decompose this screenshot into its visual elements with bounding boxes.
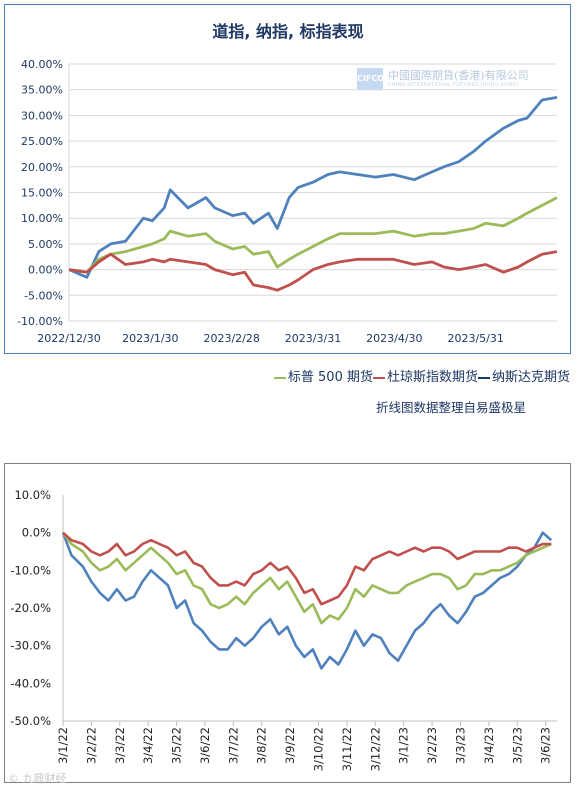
y-tick-label: -20.0% xyxy=(10,601,51,615)
legend-swatch xyxy=(477,376,490,379)
chart-title: 道指, 纳指, 标指表现 xyxy=(212,22,363,41)
y-tick-label: 5.00% xyxy=(28,238,63,251)
y-tick-label: 10.00% xyxy=(21,212,63,225)
series-line xyxy=(62,531,552,606)
data-source-note: 折线图数据整理自易盛极星 xyxy=(376,400,527,415)
y-tick-label: -50.0% xyxy=(10,714,51,728)
x-tick-label: 3/5/22 xyxy=(170,727,184,764)
y-tick-label: -5.00% xyxy=(24,289,63,302)
x-tick-label: 2023/5/31 xyxy=(447,332,503,345)
series-line xyxy=(68,96,558,279)
source-watermark: © 九鼎财经 xyxy=(8,772,67,785)
watermark-company: 中國國際期貨(香港)有限公司 xyxy=(388,69,529,82)
x-tick-label: 3/3/22 xyxy=(113,727,127,764)
y-tick-label: -10.00% xyxy=(17,315,63,328)
legend-swatch xyxy=(273,376,286,379)
legend-swatch xyxy=(372,376,385,379)
legend-item-sp500: 标普 500 期货 xyxy=(273,370,373,385)
x-tick-label: 2023/3/31 xyxy=(285,332,341,345)
series-line xyxy=(68,196,558,274)
x-tick-label: 3/4/22 xyxy=(141,727,155,764)
x-tick-label: 3/1/22 xyxy=(56,727,70,764)
legend-label: 标普 500 期货 xyxy=(287,370,373,385)
x-tick-label: 3/10/22 xyxy=(312,727,326,771)
x-tick-label: 3/8/22 xyxy=(255,727,269,764)
x-tick-label: 2023/2/28 xyxy=(203,332,259,345)
top-chart-panel: 道指, 纳指, 标指表现 40.00% 35.00% 30.00% 25.00% 20.0… xyxy=(4,4,571,354)
bottom-chart-panel: 10.0% 0.0% -10.0% -20.0% -30.0% -40.0% -50.0% 3… xyxy=(4,463,571,783)
y-tick-label: 0.0% xyxy=(22,526,51,540)
x-tick-label: 3/7/22 xyxy=(226,727,240,764)
x-tick-label: 2023/1/30 xyxy=(122,332,178,345)
y-tick-label: 20.00% xyxy=(21,161,63,174)
x-tick-label: 3/1/23 xyxy=(397,727,411,764)
y-tick-label: 25.00% xyxy=(21,135,63,148)
legend-label: 纳斯达克期货 xyxy=(491,370,570,385)
x-tick-label: 3/2/22 xyxy=(84,727,98,764)
x-tick-label: 3/11/22 xyxy=(340,727,354,771)
y-tick-label: 40.00% xyxy=(21,58,63,71)
legend-item-nasdaq: 纳斯达克期货 xyxy=(477,370,570,385)
y-tick-label: 0.00% xyxy=(28,264,63,277)
y-tick-label: -30.0% xyxy=(10,639,51,653)
x-tick-label: 2022/12/30 xyxy=(37,332,100,345)
top-chart: 道指, 纳指, 标指表现 40.00% 35.00% 30.00% 25.00% 20.0… xyxy=(17,22,558,345)
y-tick-label: -10.0% xyxy=(10,563,51,577)
x-tick-label: 3/6/23 xyxy=(539,727,553,764)
x-tick-label: 3/6/22 xyxy=(198,727,212,764)
x-tick-label: 3/12/22 xyxy=(368,727,382,771)
y-tick-label: 15.00% xyxy=(21,187,63,200)
legend-item-dow: 杜琼斯指数期货 xyxy=(372,370,478,385)
series-line xyxy=(68,250,558,292)
watermark-logo: CIFCO xyxy=(357,68,384,90)
x-tick-label: 3/3/23 xyxy=(453,727,467,764)
y-tick-label: -40.0% xyxy=(10,676,51,690)
x-tick-label: 3/5/23 xyxy=(510,727,524,764)
x-tick-label: 3/9/22 xyxy=(283,727,297,764)
legend-label: 杜琼斯指数期货 xyxy=(386,370,478,385)
x-tick-label: 3/4/23 xyxy=(482,727,496,764)
y-tick-label: 35.00% xyxy=(21,84,63,97)
x-tick-label: 3/2/23 xyxy=(425,727,439,764)
y-tick-label: 10.0% xyxy=(14,488,51,502)
watermark-company-en: CHINA INTERNATIONAL FUTURES (HONG KONG) xyxy=(388,82,519,88)
series-line xyxy=(61,531,553,670)
y-tick-label: 30.00% xyxy=(21,109,63,122)
x-tick-label: 2023/4/30 xyxy=(366,332,422,345)
legend: 标普 500 期货 杜琼斯指数期货 纳斯达克期货 xyxy=(200,366,570,385)
bottom-chart: 10.0% 0.0% -10.0% -20.0% -30.0% -40.0% -50.0% 3… xyxy=(10,488,557,771)
series-line xyxy=(61,531,552,625)
